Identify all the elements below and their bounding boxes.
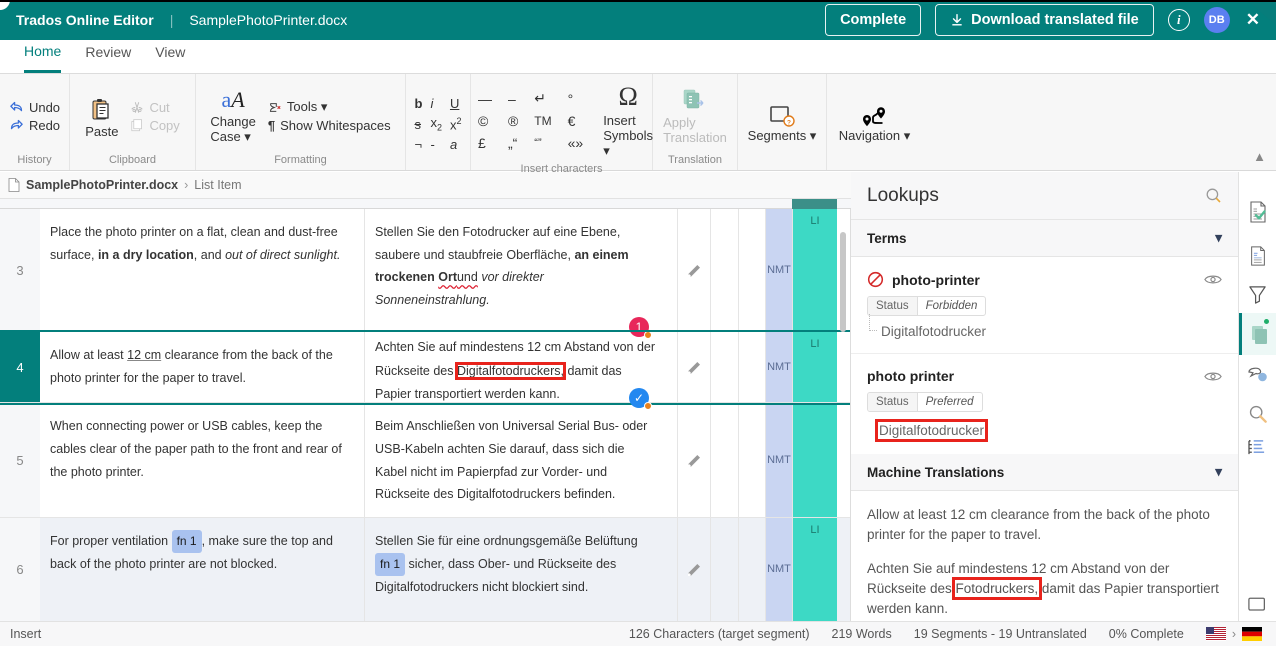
svg-text:?: ? bbox=[787, 119, 791, 126]
